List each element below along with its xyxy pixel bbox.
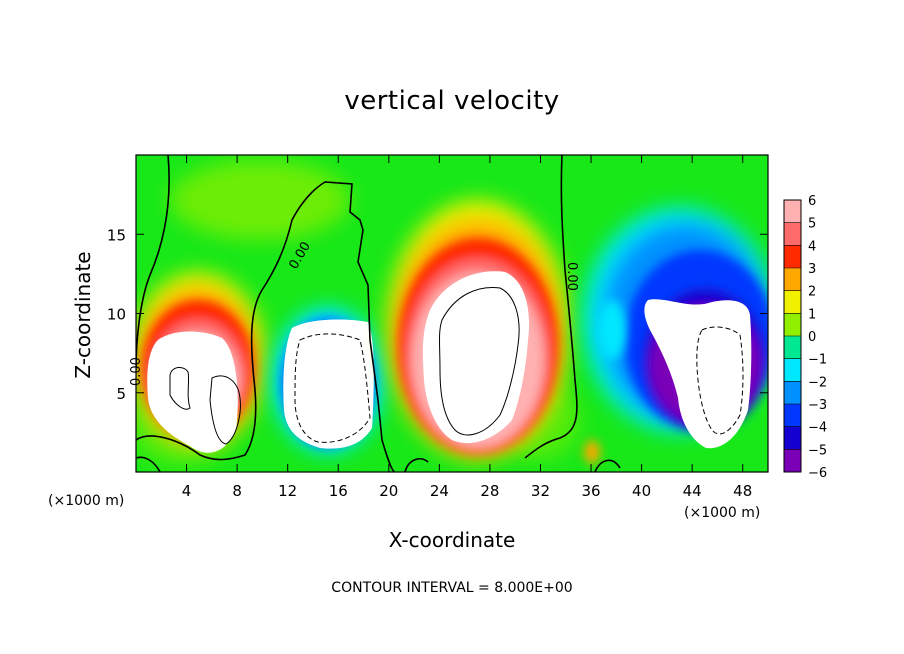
x-tick-label: 44: [683, 482, 702, 500]
colorbar-swatch: [784, 268, 801, 292]
colorbar-swatch: [784, 290, 801, 314]
colorbar-swatch: [784, 381, 801, 405]
colorbar-swatch: [784, 313, 801, 337]
chart-title: vertical velocity: [344, 86, 560, 116]
colorbar-tick-label: 1: [808, 307, 816, 322]
contour-lines: [136, 155, 744, 472]
colorbar-swatch: [784, 222, 801, 246]
x-tick-label: 32: [531, 482, 550, 500]
colorbar-tick-label: 4: [808, 239, 816, 254]
y-tick-label: 5: [116, 385, 126, 403]
colorbar-swatch: [784, 449, 801, 473]
x-tick-label: 8: [232, 482, 242, 500]
contour-interval-footer: CONTOUR INTERVAL = 8.000E+00: [331, 580, 572, 596]
x-tick-label: 24: [430, 482, 449, 500]
colorbar-tick-label: −6: [808, 466, 827, 481]
colorbar-tick-label: 6: [808, 194, 816, 209]
cell-downdraft-center-left: [270, 305, 386, 455]
x-axis: 4 8 12 16 20 24 28 32 36 40 44 48: [182, 155, 752, 500]
x-unit-right: (×1000 m): [684, 505, 760, 521]
y-tick-label: 10: [107, 306, 126, 324]
colorbar-swatch: [784, 358, 801, 382]
colorbar-swatch: [784, 426, 801, 450]
colorbar-swatch: [784, 336, 801, 360]
colorbar: 6 5 4 3 2 1 0 −1 −2 −3 −4 −5 −6: [783, 194, 827, 481]
x-tick-label: 4: [182, 482, 192, 500]
zero-contour-right: [524, 155, 621, 472]
velocity-field: [136, 155, 768, 472]
colorbar-swatch: [784, 404, 801, 428]
x-tick-label: 36: [581, 482, 600, 500]
colorbar-tick-label: −3: [808, 398, 827, 413]
x-tick-label: 16: [329, 482, 348, 500]
contour-cell4: [696, 326, 744, 435]
x-axis-label: X-coordinate: [389, 528, 516, 552]
cell-updraft-left: [136, 272, 266, 453]
colorbar-tick-label: −2: [808, 375, 827, 390]
colorbar-tick-label: −4: [808, 421, 827, 436]
contour-cell1: [169, 367, 241, 445]
x-tick-label: 48: [733, 482, 752, 500]
y-axis-label: Z-coordinate: [71, 251, 95, 378]
contour-cell2: [294, 333, 371, 443]
x-tick-label: 40: [632, 482, 651, 500]
colorbar-tick-label: 2: [808, 285, 816, 300]
colorbar-tick-label: 3: [808, 262, 816, 277]
cell-downdraft-right: [580, 205, 768, 449]
x-tick-label: 12: [278, 482, 297, 500]
colorbar-swatch: [784, 245, 801, 269]
zero-contour-left: [136, 155, 396, 472]
colorbar-swatch: [784, 200, 801, 224]
colorbar-tick-label: 5: [808, 217, 816, 232]
x-unit-left: (×1000 m): [48, 493, 124, 509]
contour-cell3: [439, 286, 520, 436]
colorbar-tick-label: −1: [808, 353, 827, 368]
cell-updraft-center: [386, 200, 570, 460]
colorbar-tick-label: −5: [808, 443, 827, 458]
contour-label: 0.00: [564, 262, 579, 291]
y-axis: 5 10 15: [107, 226, 768, 403]
x-tick-label: 28: [480, 482, 499, 500]
colorbar-tick-label: 0: [808, 330, 816, 345]
x-tick-label: 20: [379, 482, 398, 500]
y-tick-label: 15: [107, 226, 126, 244]
zero-contour-lower: [136, 456, 429, 472]
